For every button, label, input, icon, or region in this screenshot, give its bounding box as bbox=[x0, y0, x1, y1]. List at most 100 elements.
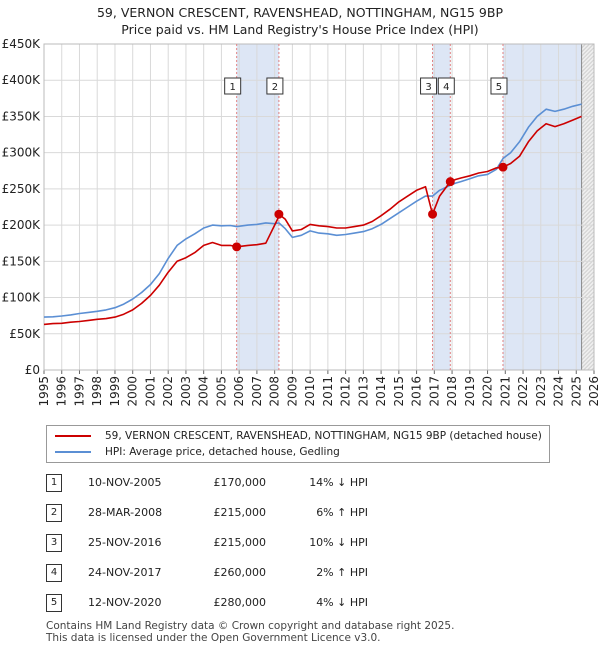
hatch-line bbox=[581, 163, 595, 177]
hatch-line bbox=[581, 107, 595, 121]
transaction-point bbox=[232, 242, 242, 252]
hatch-line bbox=[581, 303, 595, 317]
legend-label-property: 59, VERNON CRESCENT, RAVENSHEAD, NOTTING… bbox=[105, 430, 542, 442]
hatch-line bbox=[581, 111, 595, 125]
hatch-line bbox=[581, 171, 595, 185]
x-tick-label: 1997 bbox=[72, 376, 86, 407]
hatch-line bbox=[581, 187, 595, 201]
plot-frame bbox=[43, 43, 595, 371]
transaction-point bbox=[445, 177, 455, 187]
footer: Contains HM Land Registry data © Crown c… bbox=[46, 620, 454, 644]
hatch-line bbox=[581, 183, 595, 197]
y-tick-label: £0 bbox=[25, 363, 40, 377]
transaction-badge: 3 bbox=[46, 534, 62, 552]
y-tick-label: £450K bbox=[2, 37, 42, 51]
hatch-line bbox=[581, 167, 595, 181]
hatch-line bbox=[581, 119, 595, 133]
hatch-line bbox=[581, 239, 595, 253]
hatch-line bbox=[581, 127, 595, 141]
y-tick-label: £250K bbox=[2, 182, 42, 196]
hatch-line bbox=[581, 155, 595, 169]
transaction-label-box bbox=[437, 77, 455, 95]
x-tick-label: 2004 bbox=[197, 376, 211, 407]
legend-label-hpi: HPI: Average price, detached house, Gedl… bbox=[105, 446, 340, 458]
x-tick-label: 1995 bbox=[37, 376, 51, 407]
hatch-line bbox=[581, 79, 595, 93]
transaction-price: £215,000 bbox=[213, 536, 267, 549]
hatch-line bbox=[581, 43, 586, 49]
x-tick-label: 2001 bbox=[143, 376, 157, 407]
hatch-line bbox=[581, 71, 595, 85]
x-tick-label: 2020 bbox=[481, 376, 495, 407]
hatch-line bbox=[581, 151, 595, 165]
hatch-line bbox=[581, 223, 595, 237]
y-tick-label: £50K bbox=[9, 327, 41, 341]
hatch-line bbox=[581, 87, 595, 101]
hatch-line bbox=[581, 335, 595, 349]
x-tick-label: 2010 bbox=[303, 376, 317, 407]
hatch-line bbox=[581, 139, 595, 153]
x-tick-label: 2012 bbox=[339, 376, 353, 407]
transaction-hpi-diff: 2% ↑ HPI bbox=[316, 566, 368, 579]
hatch-line bbox=[581, 211, 595, 225]
hatch-line bbox=[581, 43, 590, 53]
transaction-badge: 2 bbox=[46, 504, 62, 522]
transaction-date: 24-NOV-2017 bbox=[88, 566, 162, 579]
hatch-line bbox=[581, 135, 595, 149]
hatch-line bbox=[581, 95, 595, 109]
x-tick-label: 2021 bbox=[498, 376, 512, 407]
x-tick-label: 2011 bbox=[321, 376, 335, 407]
hatch-line bbox=[581, 343, 595, 357]
hatch-line bbox=[581, 199, 595, 213]
hatch-line bbox=[581, 55, 595, 69]
hatch-line bbox=[581, 207, 595, 221]
hatch-line bbox=[581, 227, 595, 241]
footer-copyright: Contains HM Land Registry data © Crown c… bbox=[46, 620, 455, 632]
hatch-line bbox=[581, 103, 595, 117]
hatch-line bbox=[581, 279, 595, 293]
transaction-label: 1 bbox=[229, 82, 235, 93]
hatch-line bbox=[581, 67, 595, 81]
x-tick-label: 2005 bbox=[214, 376, 228, 407]
y-tick-label: £400K bbox=[2, 73, 42, 87]
transaction-price: £260,000 bbox=[213, 566, 267, 579]
hatch-line bbox=[581, 43, 594, 57]
hatch-line bbox=[581, 263, 595, 277]
transaction-date: 12-NOV-2020 bbox=[88, 596, 162, 609]
y-tick-label: £150K bbox=[2, 254, 42, 268]
x-tick-label: 2009 bbox=[285, 376, 299, 407]
hatch-line bbox=[581, 311, 595, 325]
transaction-hpi-diff: 14% ↓ HPI bbox=[309, 476, 368, 489]
property-price-line bbox=[43, 115, 582, 326]
hatch-line bbox=[581, 319, 595, 333]
hatch-line bbox=[581, 59, 595, 73]
hatch-line bbox=[581, 215, 595, 229]
x-tick-label: 2006 bbox=[232, 376, 246, 407]
shaded-period bbox=[236, 44, 279, 370]
shaded-period bbox=[432, 44, 451, 370]
hatch-line bbox=[581, 283, 595, 297]
x-tick-label: 2007 bbox=[250, 376, 264, 407]
x-tick-label: 2023 bbox=[534, 376, 548, 407]
x-tick-label: 2024 bbox=[552, 376, 566, 407]
hatch-line bbox=[581, 99, 595, 113]
y-tick-label: £350K bbox=[2, 109, 42, 123]
x-tick-label: 2008 bbox=[268, 376, 282, 407]
hatch-line bbox=[581, 191, 595, 205]
hatch-line bbox=[581, 63, 595, 77]
hatch-line bbox=[581, 91, 595, 105]
hatch-line bbox=[581, 267, 595, 281]
hatch-line bbox=[581, 203, 595, 217]
x-tick-label: 2017 bbox=[427, 376, 441, 407]
chart-title: 59, VERNON CRESCENT, RAVENSHEAD, NOTTING… bbox=[0, 4, 600, 38]
hatch-line bbox=[581, 231, 595, 245]
hatch-line bbox=[581, 315, 595, 329]
transaction-label: 5 bbox=[496, 82, 502, 93]
y-tick-label: £100K bbox=[2, 291, 42, 305]
transaction-price: £170,000 bbox=[213, 476, 267, 489]
transaction-hpi-diff: 6% ↑ HPI bbox=[316, 506, 368, 519]
hatch-line bbox=[581, 51, 595, 65]
transaction-hpi-diff: 4% ↓ HPI bbox=[316, 596, 368, 609]
hpi-line bbox=[43, 103, 582, 318]
transaction-hpi-diff: 10% ↓ HPI bbox=[309, 536, 368, 549]
